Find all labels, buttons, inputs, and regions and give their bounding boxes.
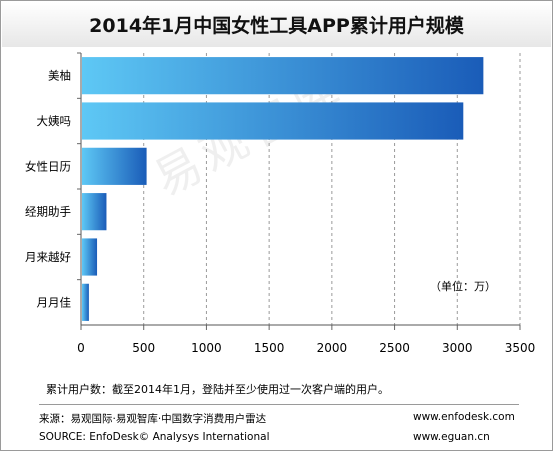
bar — [82, 102, 464, 140]
bar — [82, 57, 484, 95]
x-tick-label: 0 — [77, 341, 85, 355]
x-tick-label: 2500 — [379, 341, 410, 355]
chart-title: 2014年1月中国女性工具APP累计用户规模 — [89, 15, 464, 37]
bar — [82, 147, 147, 185]
footnote: 累计用户数：截至2014年1月，登陆并至少使用过一次客户端的用户。 — [46, 383, 389, 396]
source-line-cn: 来源：易观国际·易观智库·中国数字消费用户雷达 — [39, 413, 267, 425]
bar — [82, 238, 98, 276]
unit-label: （单位：万） — [430, 279, 496, 293]
category-label: 月来越好 — [25, 250, 71, 264]
divider — [39, 404, 519, 405]
x-tick-label: 1500 — [254, 341, 285, 355]
x-tick-label: 3500 — [505, 341, 536, 355]
source-url-eguan: www.eguan.cn — [413, 431, 490, 443]
x-tick-label: 1000 — [191, 341, 222, 355]
x-tick-label: 2000 — [317, 341, 348, 355]
category-label: 经期助手 — [25, 205, 71, 219]
bar — [82, 283, 89, 321]
bar — [82, 193, 107, 231]
category-label: 美柚 — [48, 69, 71, 83]
category-label: 女性日历 — [25, 159, 71, 173]
category-label: 大姨吗 — [37, 114, 72, 128]
x-tick-label: 3000 — [442, 341, 473, 355]
x-tick-label: 500 — [132, 341, 155, 355]
bar-chart: 0 500 1000 1500 2000 2500 3000 3500 美柚大姨吗女性日历经期助… — [25, 52, 536, 355]
title-bar: 2014年1月中国女性工具APP累计用户规模 — [2, 2, 551, 47]
source-url-enfodesk: www.enfodesk.com — [413, 411, 515, 423]
source-line-en: SOURCE: EnfoDesk© Analysys International — [39, 431, 270, 443]
category-label: 月月佳 — [37, 295, 72, 309]
